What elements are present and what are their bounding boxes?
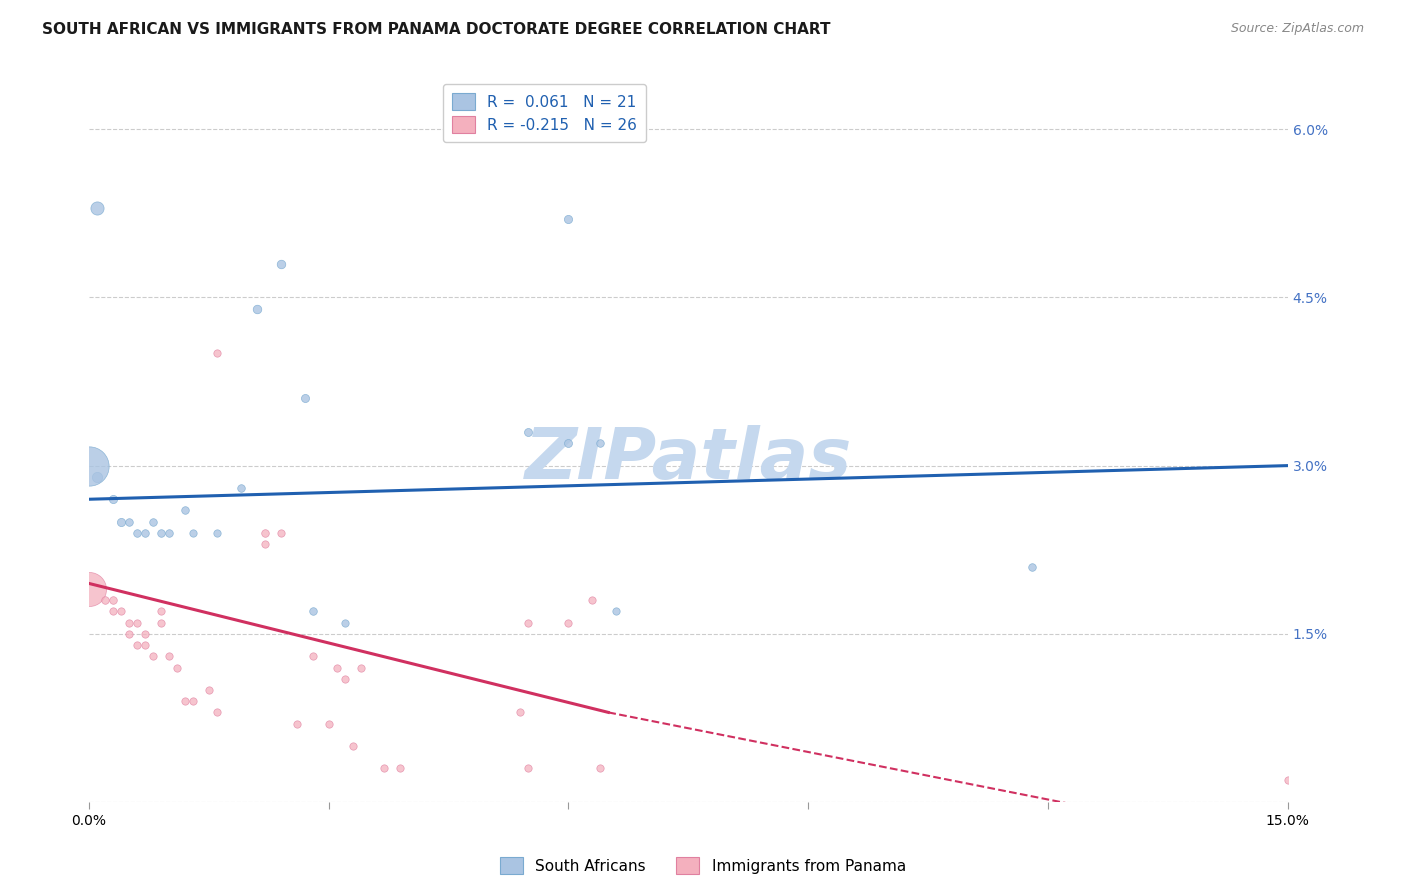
Point (101, 492, 124, 507)
Point (197, 682, 219, 697)
Point (157, 525, 180, 540)
Text: Source: ZipAtlas.com: Source: ZipAtlas.com (1230, 22, 1364, 36)
Point (517, 762, 540, 776)
Point (157, 649, 180, 664)
Point (93, 593, 115, 607)
Point (589, 436, 612, 450)
Point (517, 615, 540, 630)
Point (301, 604, 323, 618)
Point (509, 706, 531, 720)
Point (118, 627, 141, 641)
Point (205, 706, 228, 720)
Legend: South Africans, Immigrants from Panama: South Africans, Immigrants from Panama (494, 851, 912, 880)
Point (173, 694, 195, 708)
Point (149, 604, 172, 618)
Point (389, 762, 412, 776)
Point (142, 515, 165, 529)
Point (86, 470, 108, 484)
Point (517, 425, 540, 439)
Point (149, 525, 172, 540)
Point (589, 762, 612, 776)
Point (205, 525, 228, 540)
Point (373, 762, 395, 776)
Point (270, 525, 292, 540)
Point (125, 525, 148, 540)
Point (605, 604, 627, 618)
Point (294, 392, 316, 406)
Point (205, 346, 228, 360)
Point (333, 615, 356, 630)
Point (134, 525, 156, 540)
Point (557, 615, 579, 630)
Point (101, 604, 124, 618)
Point (325, 660, 347, 674)
Point (253, 525, 276, 540)
Point (125, 638, 148, 652)
Point (134, 627, 156, 641)
Point (173, 503, 195, 517)
Legend: R =  0.061   N = 21, R = -0.215   N = 26: R = 0.061 N = 21, R = -0.215 N = 26 (443, 84, 645, 142)
Point (181, 525, 204, 540)
Point (1277, 772, 1299, 787)
Point (181, 694, 204, 708)
Point (110, 515, 132, 529)
Point (77, 458, 100, 473)
Point (118, 515, 141, 529)
Point (1021, 559, 1043, 574)
Text: ZIPatlas: ZIPatlas (524, 425, 852, 494)
Point (77, 582, 100, 596)
Point (149, 615, 172, 630)
Point (301, 649, 323, 664)
Point (110, 604, 132, 618)
Point (101, 593, 124, 607)
Point (86, 201, 108, 215)
Point (253, 537, 276, 551)
Point (333, 672, 356, 686)
Point (270, 257, 292, 271)
Point (142, 649, 165, 664)
Point (166, 660, 188, 674)
Point (229, 481, 252, 495)
Text: SOUTH AFRICAN VS IMMIGRANTS FROM PANAMA DOCTORATE DEGREE CORRELATION CHART: SOUTH AFRICAN VS IMMIGRANTS FROM PANAMA … (42, 22, 831, 37)
Point (134, 638, 156, 652)
Point (342, 739, 364, 753)
Point (557, 211, 579, 226)
Point (349, 660, 371, 674)
Point (125, 615, 148, 630)
Point (246, 301, 269, 316)
Point (557, 436, 579, 450)
Point (285, 716, 308, 731)
Point (581, 593, 603, 607)
Point (318, 716, 340, 731)
Point (118, 615, 141, 630)
